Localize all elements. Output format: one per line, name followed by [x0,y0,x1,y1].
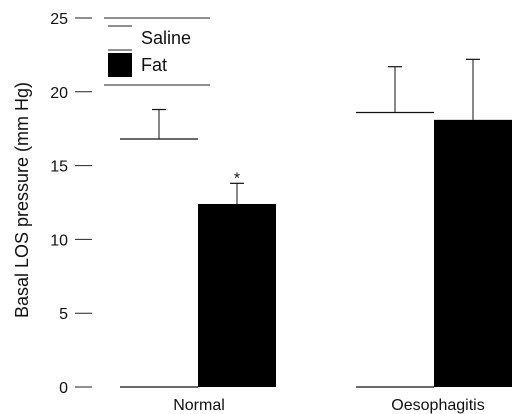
legend-label: Fat [141,55,167,75]
legend-swatch-saline [108,26,132,50]
y-axis: 0 5 10 15 20 25 [50,11,92,397]
x-tick-label: Normal [173,397,225,414]
y-tick-label: 5 [59,306,68,323]
bars: * [120,58,512,388]
x-tick-label: Oesophagitis [391,397,484,414]
y-axis-label: Basal LOS pressure (mm Hg) [12,82,32,318]
bar-fat [434,119,512,388]
y-tick-label: 25 [50,11,68,28]
y-tick-label: 0 [59,380,68,397]
bar-saline [356,112,434,388]
significance-marker: * [234,170,240,187]
legend-label: Saline [141,28,191,48]
x-axis-labels: Normal Oesophagitis [173,397,484,414]
y-tick-label: 15 [50,159,68,176]
y-tick-label: 10 [50,232,68,249]
bar-saline [120,139,198,387]
legend-swatch-fat [108,53,132,77]
bar-fat [198,203,276,387]
legend: Saline Fat [104,17,210,86]
y-tick-label: 20 [50,85,68,102]
